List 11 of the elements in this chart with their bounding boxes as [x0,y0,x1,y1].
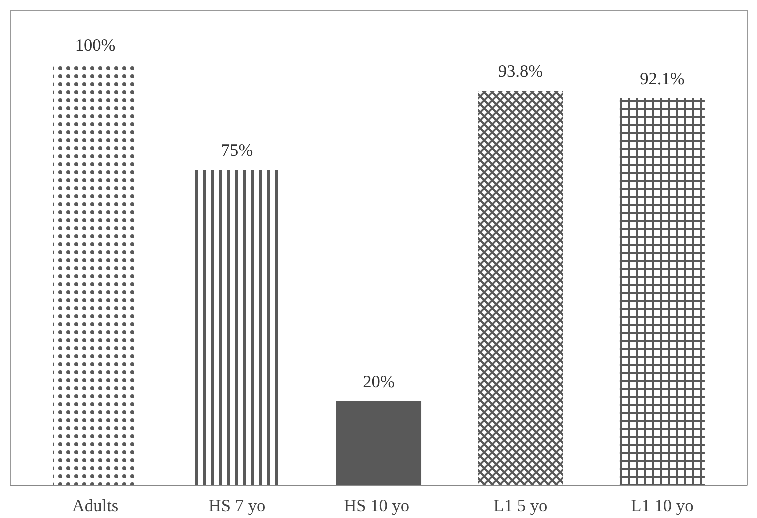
x-tick-label: L1 5 yo [494,496,548,516]
data-label: 20% [363,372,395,392]
bar [336,401,422,486]
x-tick-label: HS 7 yo [208,496,266,516]
data-label: 100% [75,36,116,56]
data-label: 75% [221,141,254,160]
x-tick-label: HS 10 yo [344,496,410,516]
data-label: 93.8% [498,62,544,82]
x-tick-label: Adults [72,496,119,516]
data-label: 92.1% [640,69,685,88]
x-tick-label: L1 10 yo [631,496,694,516]
